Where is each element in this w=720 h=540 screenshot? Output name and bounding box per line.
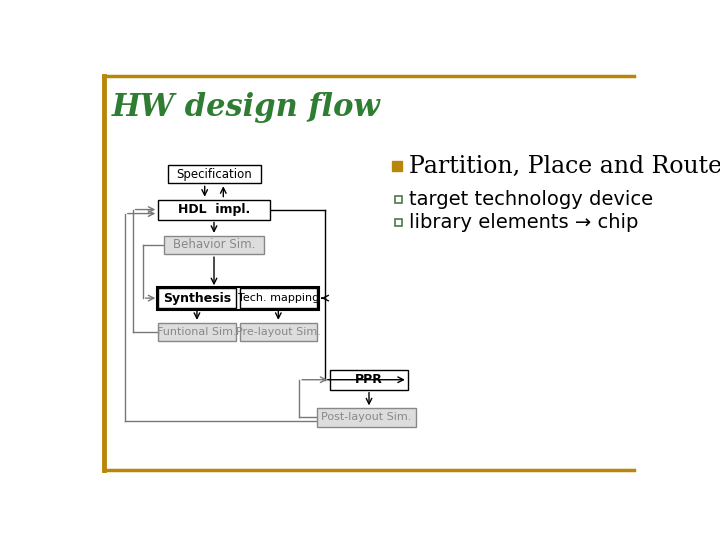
Text: library elements → chip: library elements → chip [408, 213, 638, 232]
Bar [158, 323, 235, 341]
Bar [317, 408, 416, 427]
Text: Pre-layout Sim.: Pre-layout Sim. [236, 327, 321, 337]
Bar [158, 288, 235, 308]
Bar [330, 370, 408, 390]
Text: target technology device: target technology device [408, 190, 652, 208]
Bar [392, 161, 402, 171]
Bar [168, 165, 261, 184]
Text: Funtional Sim.: Funtional Sim. [157, 327, 237, 337]
Bar [240, 323, 317, 341]
Bar [395, 219, 402, 226]
Text: Synthesis: Synthesis [163, 292, 231, 305]
Text: PPR: PPR [355, 373, 383, 386]
Bar [157, 287, 319, 309]
Text: Tech. mapping: Tech. mapping [238, 293, 319, 303]
Text: Behavior Sim.: Behavior Sim. [173, 239, 255, 252]
Text: Partition, Place and Route: Partition, Place and Route [408, 154, 720, 178]
Bar [164, 236, 264, 254]
Bar [240, 288, 317, 308]
Bar [158, 200, 270, 220]
Text: Specification: Specification [176, 167, 252, 181]
Text: HW design flow: HW design flow [112, 92, 380, 123]
Text: Post-layout Sim.: Post-layout Sim. [322, 413, 412, 422]
Text: HDL  impl.: HDL impl. [178, 203, 250, 216]
Bar [395, 195, 402, 202]
